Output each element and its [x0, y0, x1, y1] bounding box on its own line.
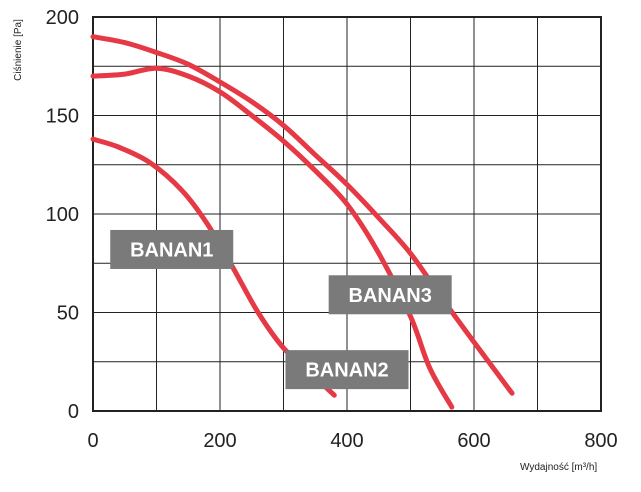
x-tick-label: 600 [457, 430, 490, 452]
series-label-text: BANAN3 [349, 285, 432, 307]
series-label-banan1: BANAN1 [110, 229, 234, 269]
series-line-banan3 [90, 34, 515, 396]
y-tick-labels: 0 50 100 150 200 [46, 7, 79, 423]
series-label-banan3: BANAN3 [328, 275, 452, 315]
series-label-text: BANAN2 [305, 360, 388, 382]
x-tick-labels: 0 200 400 600 800 [87, 430, 617, 452]
x-tick-label: 800 [584, 430, 617, 452]
series-label-box [285, 350, 409, 390]
x-axis-title: Wydajność [m³/h] [520, 462, 597, 473]
y-tick-label: 0 [68, 401, 79, 423]
y-tick-label: 200 [46, 7, 79, 29]
series-labels: BANAN1 BANAN3 BANAN2 [110, 229, 452, 390]
y-axis-title: Ciśnienie [Pa] [13, 19, 24, 81]
x-tick-label: 400 [330, 430, 363, 452]
series-line-banan2 [90, 65, 455, 410]
y-tick-label: 50 [57, 303, 79, 325]
plot-frame [92, 16, 602, 412]
grid [92, 16, 602, 412]
y-tick-label: 100 [46, 204, 79, 226]
series-label-banan2: BANAN2 [285, 350, 409, 390]
series-label-text: BANAN1 [130, 239, 213, 261]
series-label-box [110, 229, 234, 269]
x-tick-label: 0 [87, 430, 98, 452]
series-label-box [328, 275, 452, 315]
y-tick-label: 150 [46, 106, 79, 128]
x-tick-label: 200 [203, 430, 236, 452]
